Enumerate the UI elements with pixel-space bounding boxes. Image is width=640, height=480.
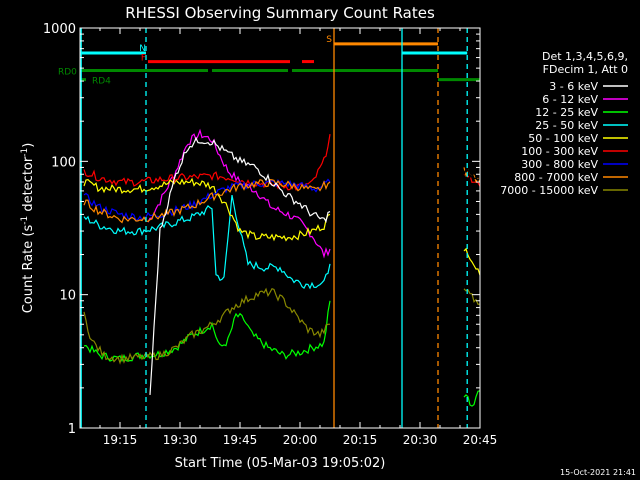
post-gap-50-100-kev-line <box>463 247 481 276</box>
legend-label-300-800-kev: 300 - 800 keV <box>521 158 598 171</box>
flag-n-label: N <box>139 44 146 54</box>
y-tick-label-10: 10 <box>59 289 76 304</box>
y-tick-label-1: 1 <box>68 422 76 437</box>
x-tick-label-20-45: 20:45 <box>463 433 498 447</box>
legend-label-25-50-kev: 25 - 50 keV <box>535 119 598 132</box>
timestamp: 15-Oct-2021 21:41 <box>560 468 636 477</box>
x-tick-label-19-30: 19:30 <box>163 433 198 447</box>
flag-rd4-label: RD4 <box>92 77 111 87</box>
y-axis-label-close: ) <box>21 143 36 148</box>
flag-s-label: S <box>326 35 332 45</box>
chart-title: RHESSI Observing Summary Count Rates <box>125 4 435 22</box>
legend-label-100-300-kev: 100 - 300 keV <box>521 145 598 158</box>
series-25-50-kev-line <box>83 194 331 290</box>
legend-label-50-100-kev: 50 - 100 keV <box>528 132 598 145</box>
series-layer <box>83 128 481 407</box>
series-6-12-kev-line <box>147 128 331 259</box>
y-axis-label-main: Count Rate (s <box>21 225 36 314</box>
legend-label-7000-15000-kev: 7000 - 15000 keV <box>500 184 598 197</box>
y-axis-label-sup1: -1 <box>20 216 30 225</box>
series-7000-15000-kev-line <box>83 287 331 365</box>
x-axis-label: Start Time (05-Mar-03 19:05:02) <box>175 456 386 471</box>
x-tick-label-20-30: 20:30 <box>403 433 438 447</box>
legend-header-0: Det 1,3,4,5,6,9, <box>542 50 628 63</box>
post-gap-12-25-kev-line <box>463 390 481 407</box>
x-tick-label-20-00: 20:00 <box>283 433 318 447</box>
legend-label-800-7000-kev: 800 - 7000 keV <box>514 171 598 184</box>
x-tick-label-19-45: 19:45 <box>223 433 258 447</box>
series-800-7000-kev-line <box>83 178 331 224</box>
x-tick-label-19-15: 19:15 <box>103 433 138 447</box>
y-tick-label-1000: 1000 <box>43 22 76 37</box>
vertical-lines-layer <box>80 28 468 428</box>
y-axis-label-tail: detector <box>21 156 36 216</box>
legend: Det 1,3,4,5,6,9,FDecim 1, Att 0 3 - 6 keV… <box>500 50 628 197</box>
flag-f-label: F <box>141 54 146 64</box>
legend-label-12-25-kev: 12 - 25 keV <box>535 106 598 119</box>
flags-layer: NF S RD0 RD4 <box>58 35 480 87</box>
series-100-300-kev-line <box>83 134 331 192</box>
y-axis-label: Count Rate (s-1 detector-1) <box>20 143 36 314</box>
legend-label-6-12-kev: 6 - 12 keV <box>542 93 598 106</box>
post-gap-7000-15000-kev-line <box>463 288 481 306</box>
flag-rd0-label: RD0 <box>58 68 77 78</box>
legend-label-3-6-kev: 3 - 6 keV <box>549 80 598 93</box>
y-axis-label-sup2: -1 <box>20 148 30 157</box>
legend-header-1: FDecim 1, Att 0 <box>543 63 628 76</box>
series-12-25-kev-line <box>83 300 331 363</box>
series-50-100-kev-line <box>83 177 331 242</box>
series-3-6-kev-line <box>149 136 331 395</box>
x-tick-label-20-15: 20:15 <box>343 433 378 447</box>
y-tick-label-100: 100 <box>51 155 76 170</box>
axes-layer: 19:15 19:30 19:45 20:00 20:15 20:30 20:45 1 10 10… <box>43 22 497 447</box>
post-gap-3-6-kev-line <box>463 168 481 182</box>
